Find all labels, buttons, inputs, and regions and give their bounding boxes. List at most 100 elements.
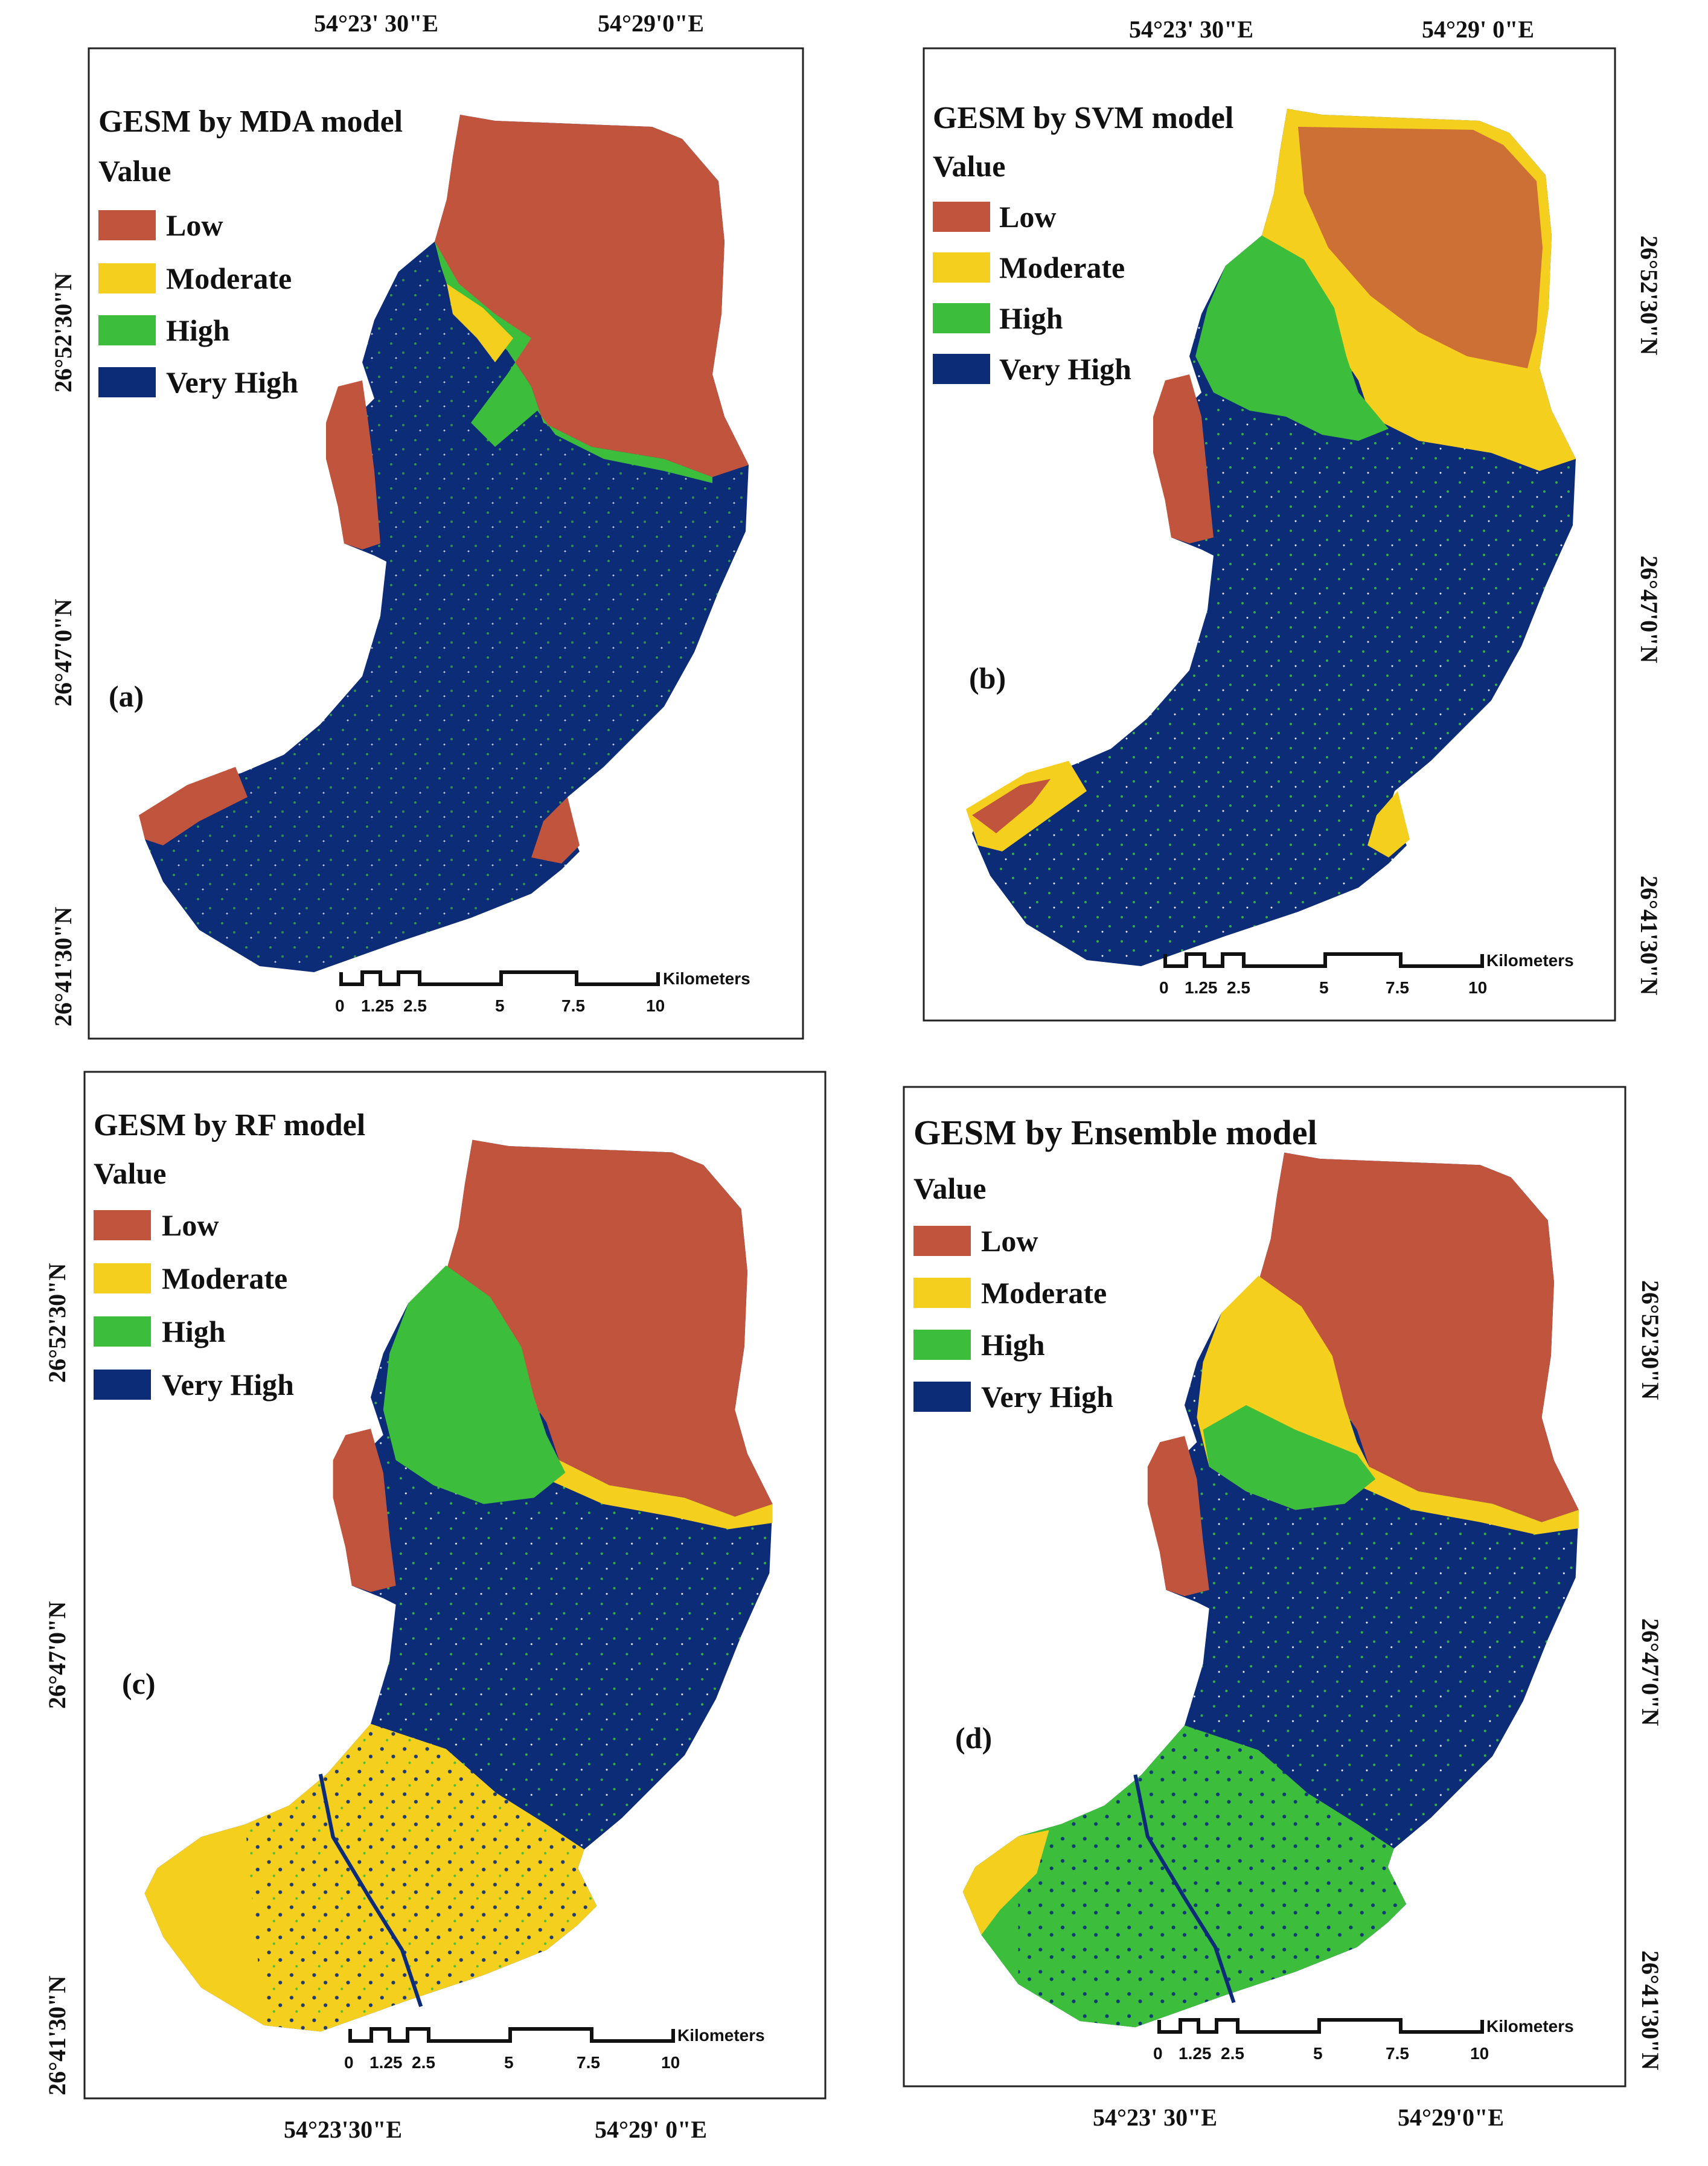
legend-swatch-very-high xyxy=(94,1370,151,1400)
scale-tick-0: 0 xyxy=(1159,978,1169,997)
scale-bar: 0 1.25 2.5 5 7.5 10 Kilometers xyxy=(1159,951,1574,997)
legend-swatch-high xyxy=(913,1330,971,1360)
stream-line xyxy=(318,1773,423,2007)
lon-label-right: 54°29'0"E xyxy=(1398,2104,1504,2131)
class-moderate-band xyxy=(447,284,513,362)
basin-map xyxy=(144,1139,773,2032)
legend-swatch-low xyxy=(98,210,156,240)
scale-unit: Kilometers xyxy=(677,2026,765,2045)
class-high xyxy=(383,1265,566,1504)
scale-tick-2: 2.5 xyxy=(1227,978,1250,997)
scale-tick-5: 10 xyxy=(646,996,665,1015)
scale-tick-2: 2.5 xyxy=(403,996,427,1015)
legend-swatch-low xyxy=(94,1210,151,1240)
basin-map xyxy=(962,1152,1579,2028)
legend-swatch-high xyxy=(933,303,990,333)
scale-tick-0: 0 xyxy=(1153,2044,1163,2063)
legend-label-very-high: Very High xyxy=(999,352,1131,386)
lat-label-top: 26°52'30"N xyxy=(43,1263,71,1383)
legend-swatch-moderate xyxy=(94,1263,151,1293)
scale-tick-5: 10 xyxy=(1470,2044,1489,2063)
legend-label-high: High xyxy=(162,1315,226,1348)
scale-unit: Kilometers xyxy=(1486,951,1574,970)
legend-heading: Value xyxy=(933,149,1005,183)
legend-swatch-moderate xyxy=(98,263,156,293)
scale-unit: Kilometers xyxy=(663,969,750,988)
class-moderate-sw xyxy=(962,1830,1049,1935)
panel-label: (a) xyxy=(109,679,144,713)
scale-tick-1: 1.25 xyxy=(369,2053,403,2072)
panel-label: (c) xyxy=(122,1667,156,1700)
scale-bar: 0 1.25 2.5 5 7.5 10 Kilometers xyxy=(335,969,750,1015)
scale-tick-0: 0 xyxy=(335,996,345,1015)
lat-label-bottom: 26°41'30"N xyxy=(1636,876,1663,995)
lat-label-mid: 26°47'0"N xyxy=(50,599,77,707)
legend-heading: Value xyxy=(98,154,171,188)
panel-frame xyxy=(88,47,804,1040)
legend-label-low: Low xyxy=(999,200,1056,234)
class-low-se xyxy=(531,797,580,864)
class-low-sw xyxy=(972,779,1051,833)
lat-label-top: 26°52'30"N xyxy=(50,273,77,393)
panel-title: GESM by MDA model xyxy=(98,104,403,139)
lon-label-right: 54°29' 0"E xyxy=(595,2116,707,2143)
lon-label-left: 54°23' 30"E xyxy=(314,10,438,37)
legend-label-high: High xyxy=(166,313,230,347)
legend-swatch-low xyxy=(933,202,990,232)
class-moderate-speckle xyxy=(245,1723,597,2032)
legend-swatch-low xyxy=(913,1226,971,1256)
scale-tick-3: 5 xyxy=(504,2053,514,2072)
class-moderate-strip xyxy=(546,1460,773,1530)
legend-label-very-high: Very High xyxy=(981,1380,1113,1414)
basin-map xyxy=(139,115,749,972)
scale-bar: 0 1.25 2.5 5 7.5 10 Kilometers xyxy=(344,2026,765,2072)
legend-label-low: Low xyxy=(981,1224,1038,1258)
stream-line xyxy=(1133,1774,1236,2004)
lon-label-left: 54°23' 30"E xyxy=(1093,2104,1217,2131)
scale-tick-5: 10 xyxy=(661,2053,680,2072)
legend-label-moderate: Moderate xyxy=(162,1261,287,1295)
lon-label-right: 54°29' 0"E xyxy=(1422,16,1534,43)
scale-tick-4: 7.5 xyxy=(1386,2044,1409,2063)
legend-label-low: Low xyxy=(162,1208,219,1242)
legend-heading: Value xyxy=(913,1171,986,1205)
panel-title: GESM by SVM model xyxy=(933,101,1233,135)
panel-title: GESM by Ensemble model xyxy=(913,1113,1317,1152)
class-low-west xyxy=(1153,374,1214,543)
class-low xyxy=(446,1139,773,1517)
legend-label-moderate: Moderate xyxy=(999,251,1125,284)
legend-swatch-moderate xyxy=(933,252,990,283)
legend-swatch-very-high xyxy=(98,367,156,397)
scale-tick-3: 5 xyxy=(1313,2044,1323,2063)
legend-swatch-high xyxy=(98,315,156,345)
panel-frame xyxy=(903,1086,1626,2087)
legend-label-low: Low xyxy=(166,208,223,242)
class-high xyxy=(1195,236,1389,441)
scale-tick-1: 1.25 xyxy=(1179,2044,1212,2063)
legend-label-very-high: Very High xyxy=(162,1368,294,1402)
scale-tick-1: 1.25 xyxy=(1185,978,1218,997)
lon-label-left: 54°23'30"E xyxy=(284,2116,402,2143)
legend-label-high: High xyxy=(999,301,1063,335)
panel-label: (b) xyxy=(969,661,1006,695)
scale-tick-1: 1.25 xyxy=(361,996,394,1015)
scale-tick-5: 10 xyxy=(1468,978,1487,997)
lat-label-mid: 26°47'0"N xyxy=(1636,556,1663,663)
class-moderate-se xyxy=(1367,791,1410,857)
legend-heading: Value xyxy=(94,1156,166,1190)
class-high-upper xyxy=(1203,1405,1376,1510)
class-high-speckle xyxy=(1018,1725,1407,2028)
class-high-band xyxy=(435,242,712,483)
scale-tick-0: 0 xyxy=(344,2053,354,2072)
class-moderate-strip xyxy=(1357,1467,1579,1535)
legend-swatch-moderate xyxy=(913,1278,971,1308)
panel-frame xyxy=(923,47,1616,1022)
lat-label-top: 26°52'30"N xyxy=(1637,1280,1664,1400)
lat-label-bottom: 26°41'30"N xyxy=(43,1976,71,2095)
panel-a: GESM by MDA model Value Low Moderate Hig… xyxy=(50,10,804,1040)
scale-tick-2: 2.5 xyxy=(412,2053,435,2072)
scale-tick-2: 2.5 xyxy=(1221,2044,1244,2063)
lat-label-mid: 26°47'0"N xyxy=(1637,1618,1664,1726)
legend-label-moderate: Moderate xyxy=(981,1276,1107,1310)
